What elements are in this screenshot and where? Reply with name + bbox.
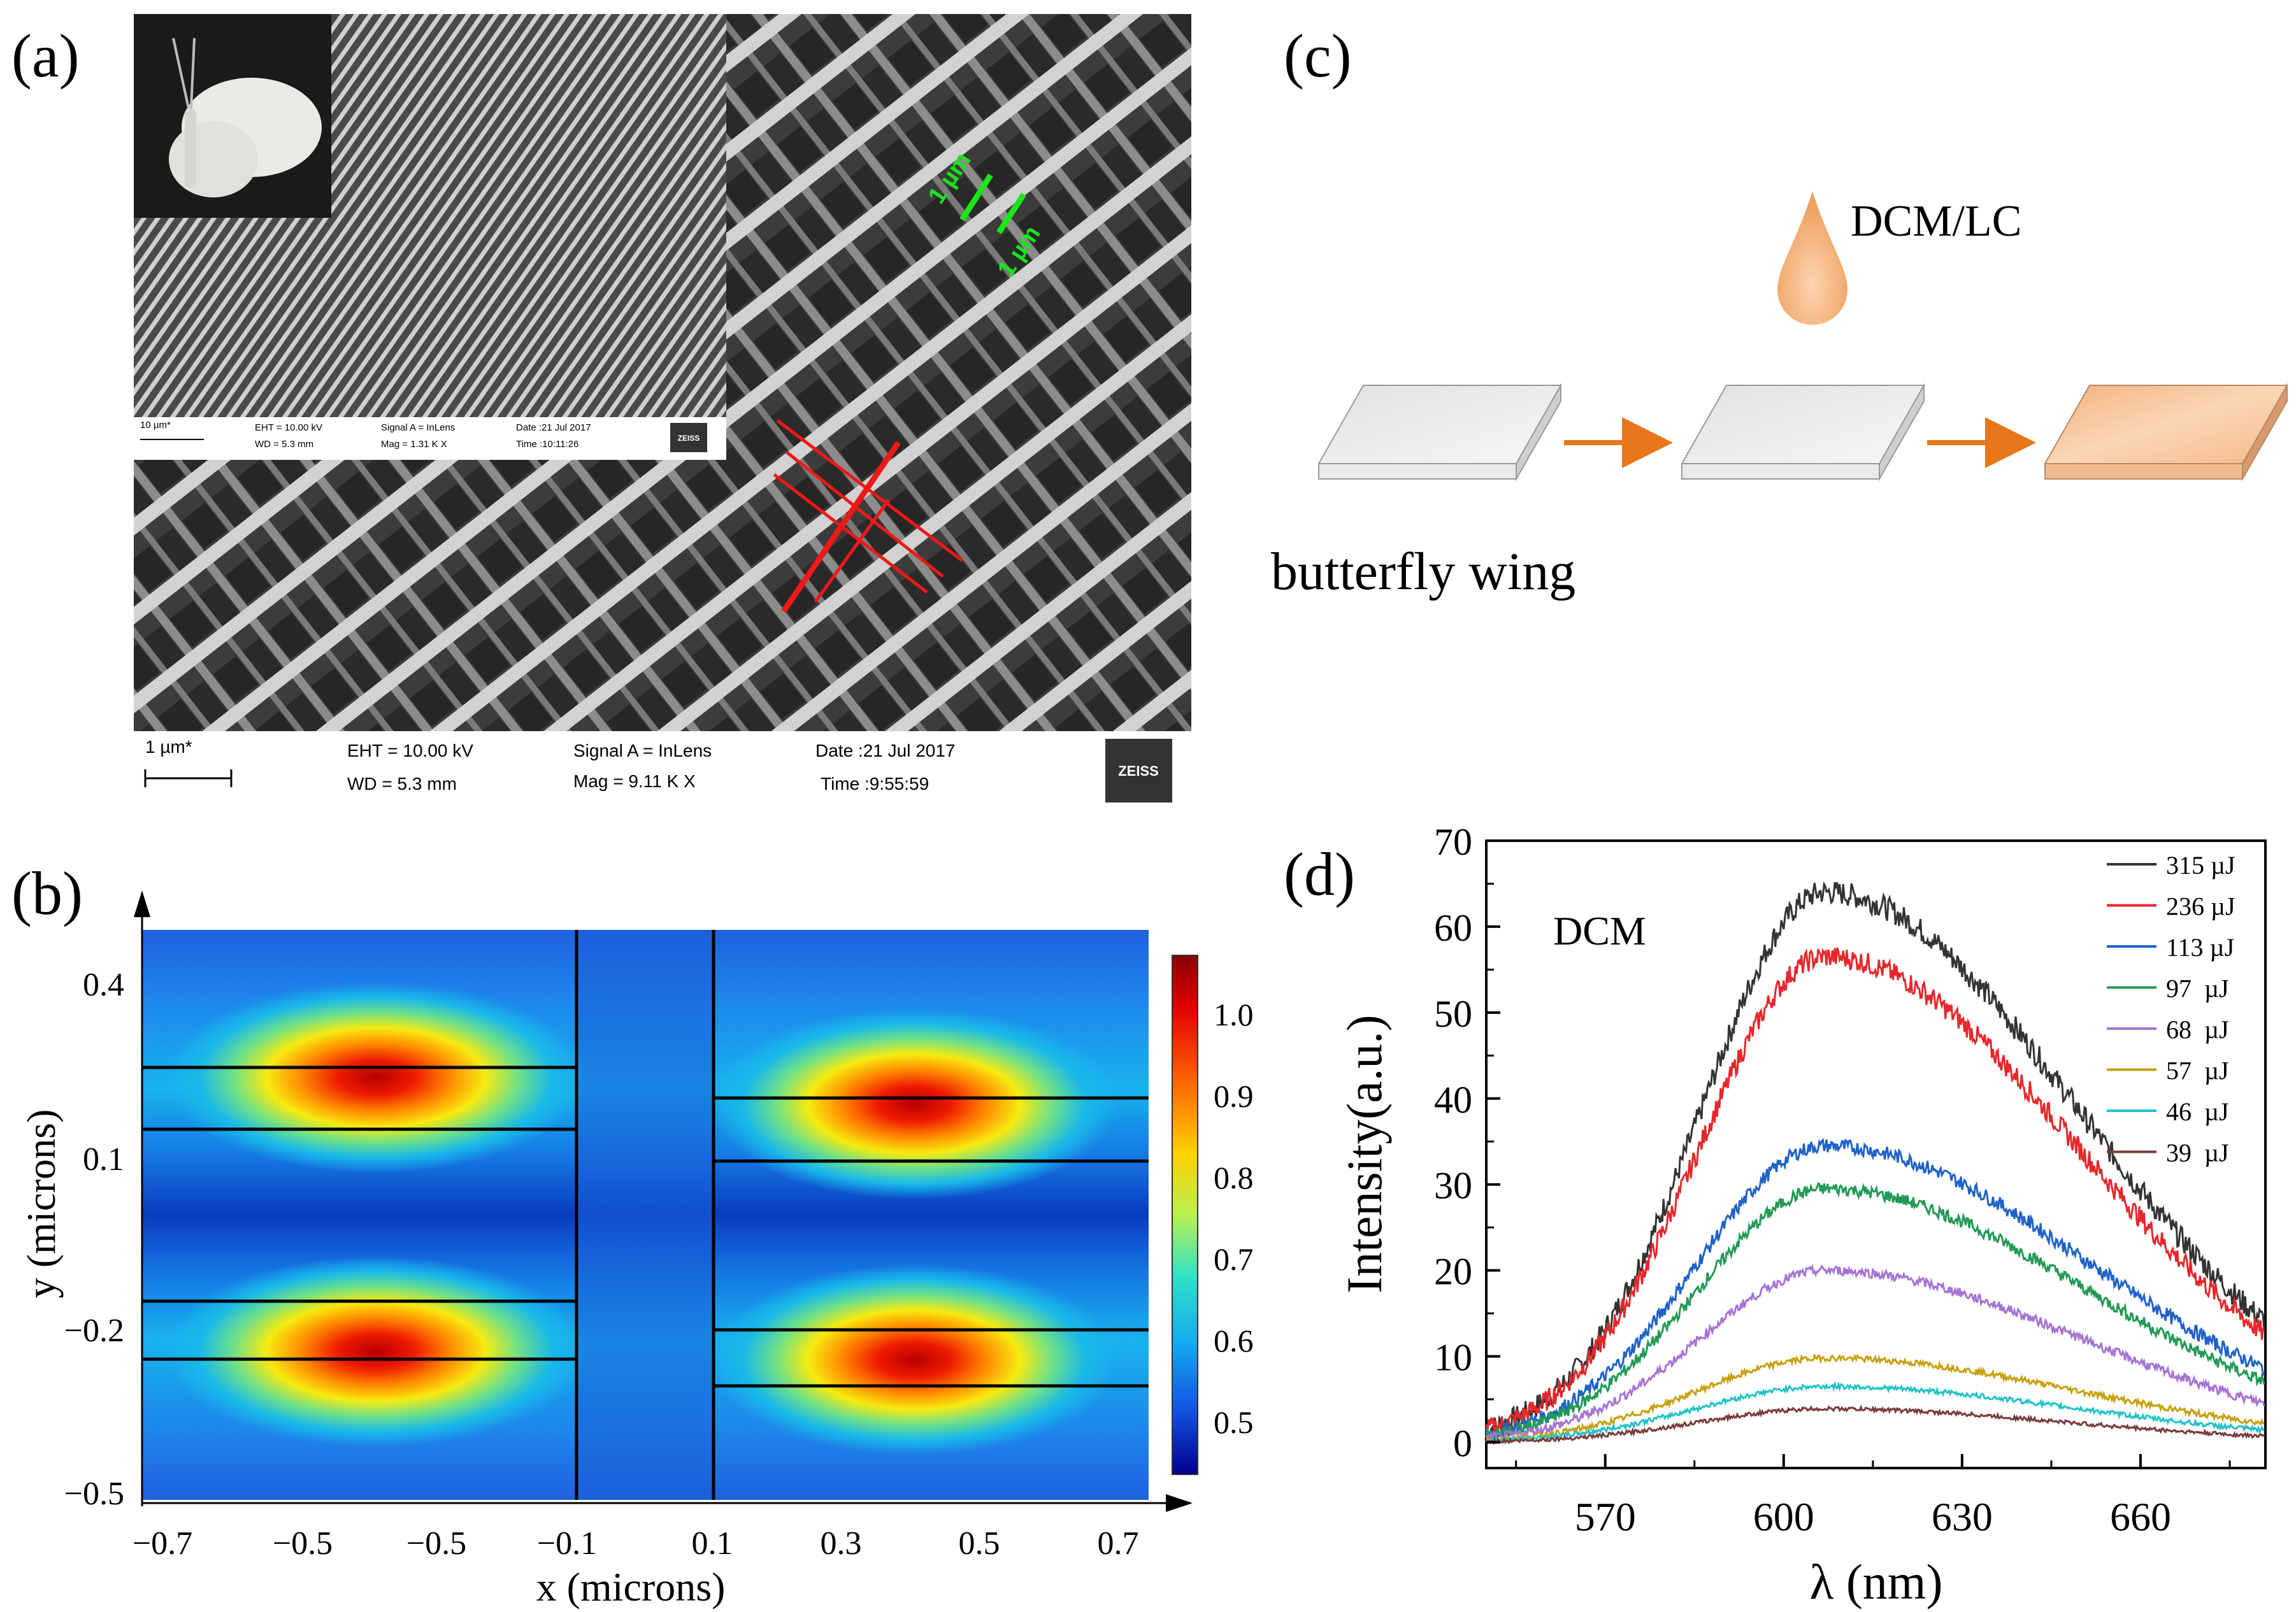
mode-lobe-lower-left	[166, 1256, 586, 1447]
main-wd: WD = 5.3 mm	[347, 774, 457, 794]
series-line-0	[1485, 881, 2265, 1439]
structure-outlines	[142, 930, 1149, 1500]
inset-mag: Mag = 1.31 K X	[381, 439, 447, 450]
xtick-label: 630	[1932, 1494, 1993, 1539]
panel-label-b: (b)	[11, 859, 83, 927]
legend-label: 113 µJ	[2166, 933, 2234, 962]
xtick-label: 570	[1575, 1494, 1636, 1539]
main-signal: Signal A = InLens	[573, 741, 712, 760]
main-scale-text: 1 µm*	[145, 737, 192, 757]
mode-xtick: −0.5	[273, 1525, 333, 1562]
inset-databar	[134, 417, 726, 460]
mode-xtick: 0.7	[1098, 1525, 1139, 1562]
mode-xtick: 0.1	[692, 1525, 733, 1562]
xtick-label: 600	[1753, 1494, 1814, 1539]
wing-substrate-coated	[2044, 383, 2288, 481]
series-line-2	[1485, 1138, 2265, 1439]
xtick-label: 660	[2110, 1494, 2171, 1539]
wing-substrate-2	[1681, 383, 1925, 481]
mode-lobe-lower-right	[710, 1264, 1118, 1455]
main-zeiss-logo	[1105, 739, 1172, 802]
main-databar	[134, 731, 1191, 813]
chart-annotation: DCM	[1553, 908, 1646, 953]
sem-inset: 10 µm* EHT = 10.00 kV WD = 5.3 mm Signal…	[134, 14, 726, 460]
mode-lobe-upper-right	[710, 1008, 1118, 1199]
colorbar-tick: 0.7	[1214, 1241, 1254, 1277]
inset-signal: Signal A = InLens	[381, 422, 455, 433]
drop-label: DCM/LC	[1851, 197, 2021, 246]
mode-ytick: −0.5	[64, 1476, 124, 1512]
inset-eht: EHT = 10.00 kV	[255, 422, 322, 433]
process-diagram: DCM/LC butterfly wing	[1271, 191, 2288, 601]
inset-zeiss-logo	[670, 423, 707, 452]
main-zeiss-text: ZEISS	[1118, 763, 1159, 779]
legend-label: 97 µJ	[2166, 974, 2229, 1003]
mode-ytick: 0.4	[83, 967, 124, 1003]
colorbar-tick: 0.6	[1214, 1323, 1254, 1359]
mode-xtick: −0.1	[537, 1525, 597, 1562]
colorbar-tick: 0.9	[1214, 1078, 1254, 1114]
mode-xlabel: x (microns)	[536, 1564, 726, 1609]
series-line-7	[1486, 1404, 2265, 1446]
inset-scale: 10 µm*	[140, 420, 171, 431]
mode-ytick: 0.1	[83, 1141, 124, 1178]
ytick-label: 10	[1434, 1337, 1472, 1379]
inset-wd: WD = 5.3 mm	[255, 439, 313, 450]
ytick-label: 0	[1453, 1423, 1472, 1465]
mode-xtick: −0.5	[406, 1525, 466, 1562]
butterfly-icon	[169, 38, 322, 197]
droplet-icon	[1777, 191, 1848, 325]
main-mag: Mag = 9.11 K X	[573, 771, 696, 791]
main-time: Time :9:55:59	[821, 774, 929, 794]
legend-label: 68 µJ	[2166, 1015, 2229, 1044]
series-line-4	[1485, 1264, 2265, 1442]
spectra-chart: 0 10 20 30 40 50 60 70 570 600 630 660 DCM 315 µJ 23…	[1337, 821, 2267, 1609]
colorbar	[1172, 955, 1198, 1475]
panel-label-d: (d)	[1284, 840, 1355, 908]
red-lines	[773, 419, 963, 613]
ytick-label: 20	[1434, 1251, 1472, 1293]
field-gap	[577, 930, 714, 1500]
mode-xtick: −0.7	[133, 1525, 192, 1562]
ytick-label: 60	[1434, 907, 1472, 949]
inset-date: Date :21 Jul 2017	[516, 422, 591, 433]
mode-ylabel: y (microns)	[18, 1109, 64, 1299]
series-line-3	[1485, 1182, 2265, 1443]
ytick-label: 40	[1434, 1079, 1472, 1121]
legend-label: 315 µJ	[2166, 851, 2235, 880]
plot-frame	[1485, 839, 2267, 1469]
process-caption: butterfly wing	[1271, 542, 1575, 601]
inset-time: Time :10:11:26	[516, 439, 578, 450]
legend-label: 236 µJ	[2166, 892, 2235, 921]
ytick-label: 30	[1434, 1165, 1472, 1207]
wing-substrate-1	[1317, 383, 1562, 481]
colorbar-tick: 0.8	[1214, 1160, 1254, 1195]
x-axis-arrow-icon	[1166, 1494, 1193, 1512]
legend-label: 46 µJ	[2166, 1097, 2229, 1126]
panel-label-a: (a)	[11, 22, 80, 90]
colorbar-tick: 1.0	[1214, 997, 1254, 1032]
legend-label: 57 µJ	[2166, 1057, 2229, 1085]
mode-xtick: 0.5	[959, 1525, 1000, 1562]
mode-xtick: 0.3	[821, 1525, 862, 1562]
panel-label-c: (c)	[1284, 22, 1352, 90]
mode-ytick: −0.2	[64, 1313, 124, 1349]
spectra-ylabel: Intensity(a.u.)	[1337, 1015, 1392, 1294]
main-date: Date :21 Jul 2017	[815, 741, 956, 760]
main-eht: EHT = 10.00 kV	[347, 741, 473, 760]
colorbar-tick: 0.5	[1214, 1404, 1254, 1440]
mode-map: 0.4 0.1 −0.2 −0.5 −0.7 −0.5 −0.5 −0.1 0.…	[18, 890, 1254, 1609]
series-line-1	[1485, 947, 2265, 1437]
series-line-6	[1486, 1381, 2265, 1445]
ytick-label: 70	[1434, 821, 1472, 863]
mode-lobe-upper-left	[166, 982, 586, 1173]
sem-image: 10 µm* EHT = 10.00 kV WD = 5.3 mm Signal…	[134, 14, 1191, 813]
legend-label: 39 µJ	[2166, 1139, 2229, 1167]
series-line-5	[1485, 1352, 2265, 1444]
ytick-label: 50	[1434, 993, 1472, 1035]
inset-zeiss-text: ZEISS	[678, 434, 700, 443]
spectra-xlabel: λ (nm)	[1810, 1554, 1943, 1609]
y-axis-arrow-icon	[134, 890, 150, 917]
